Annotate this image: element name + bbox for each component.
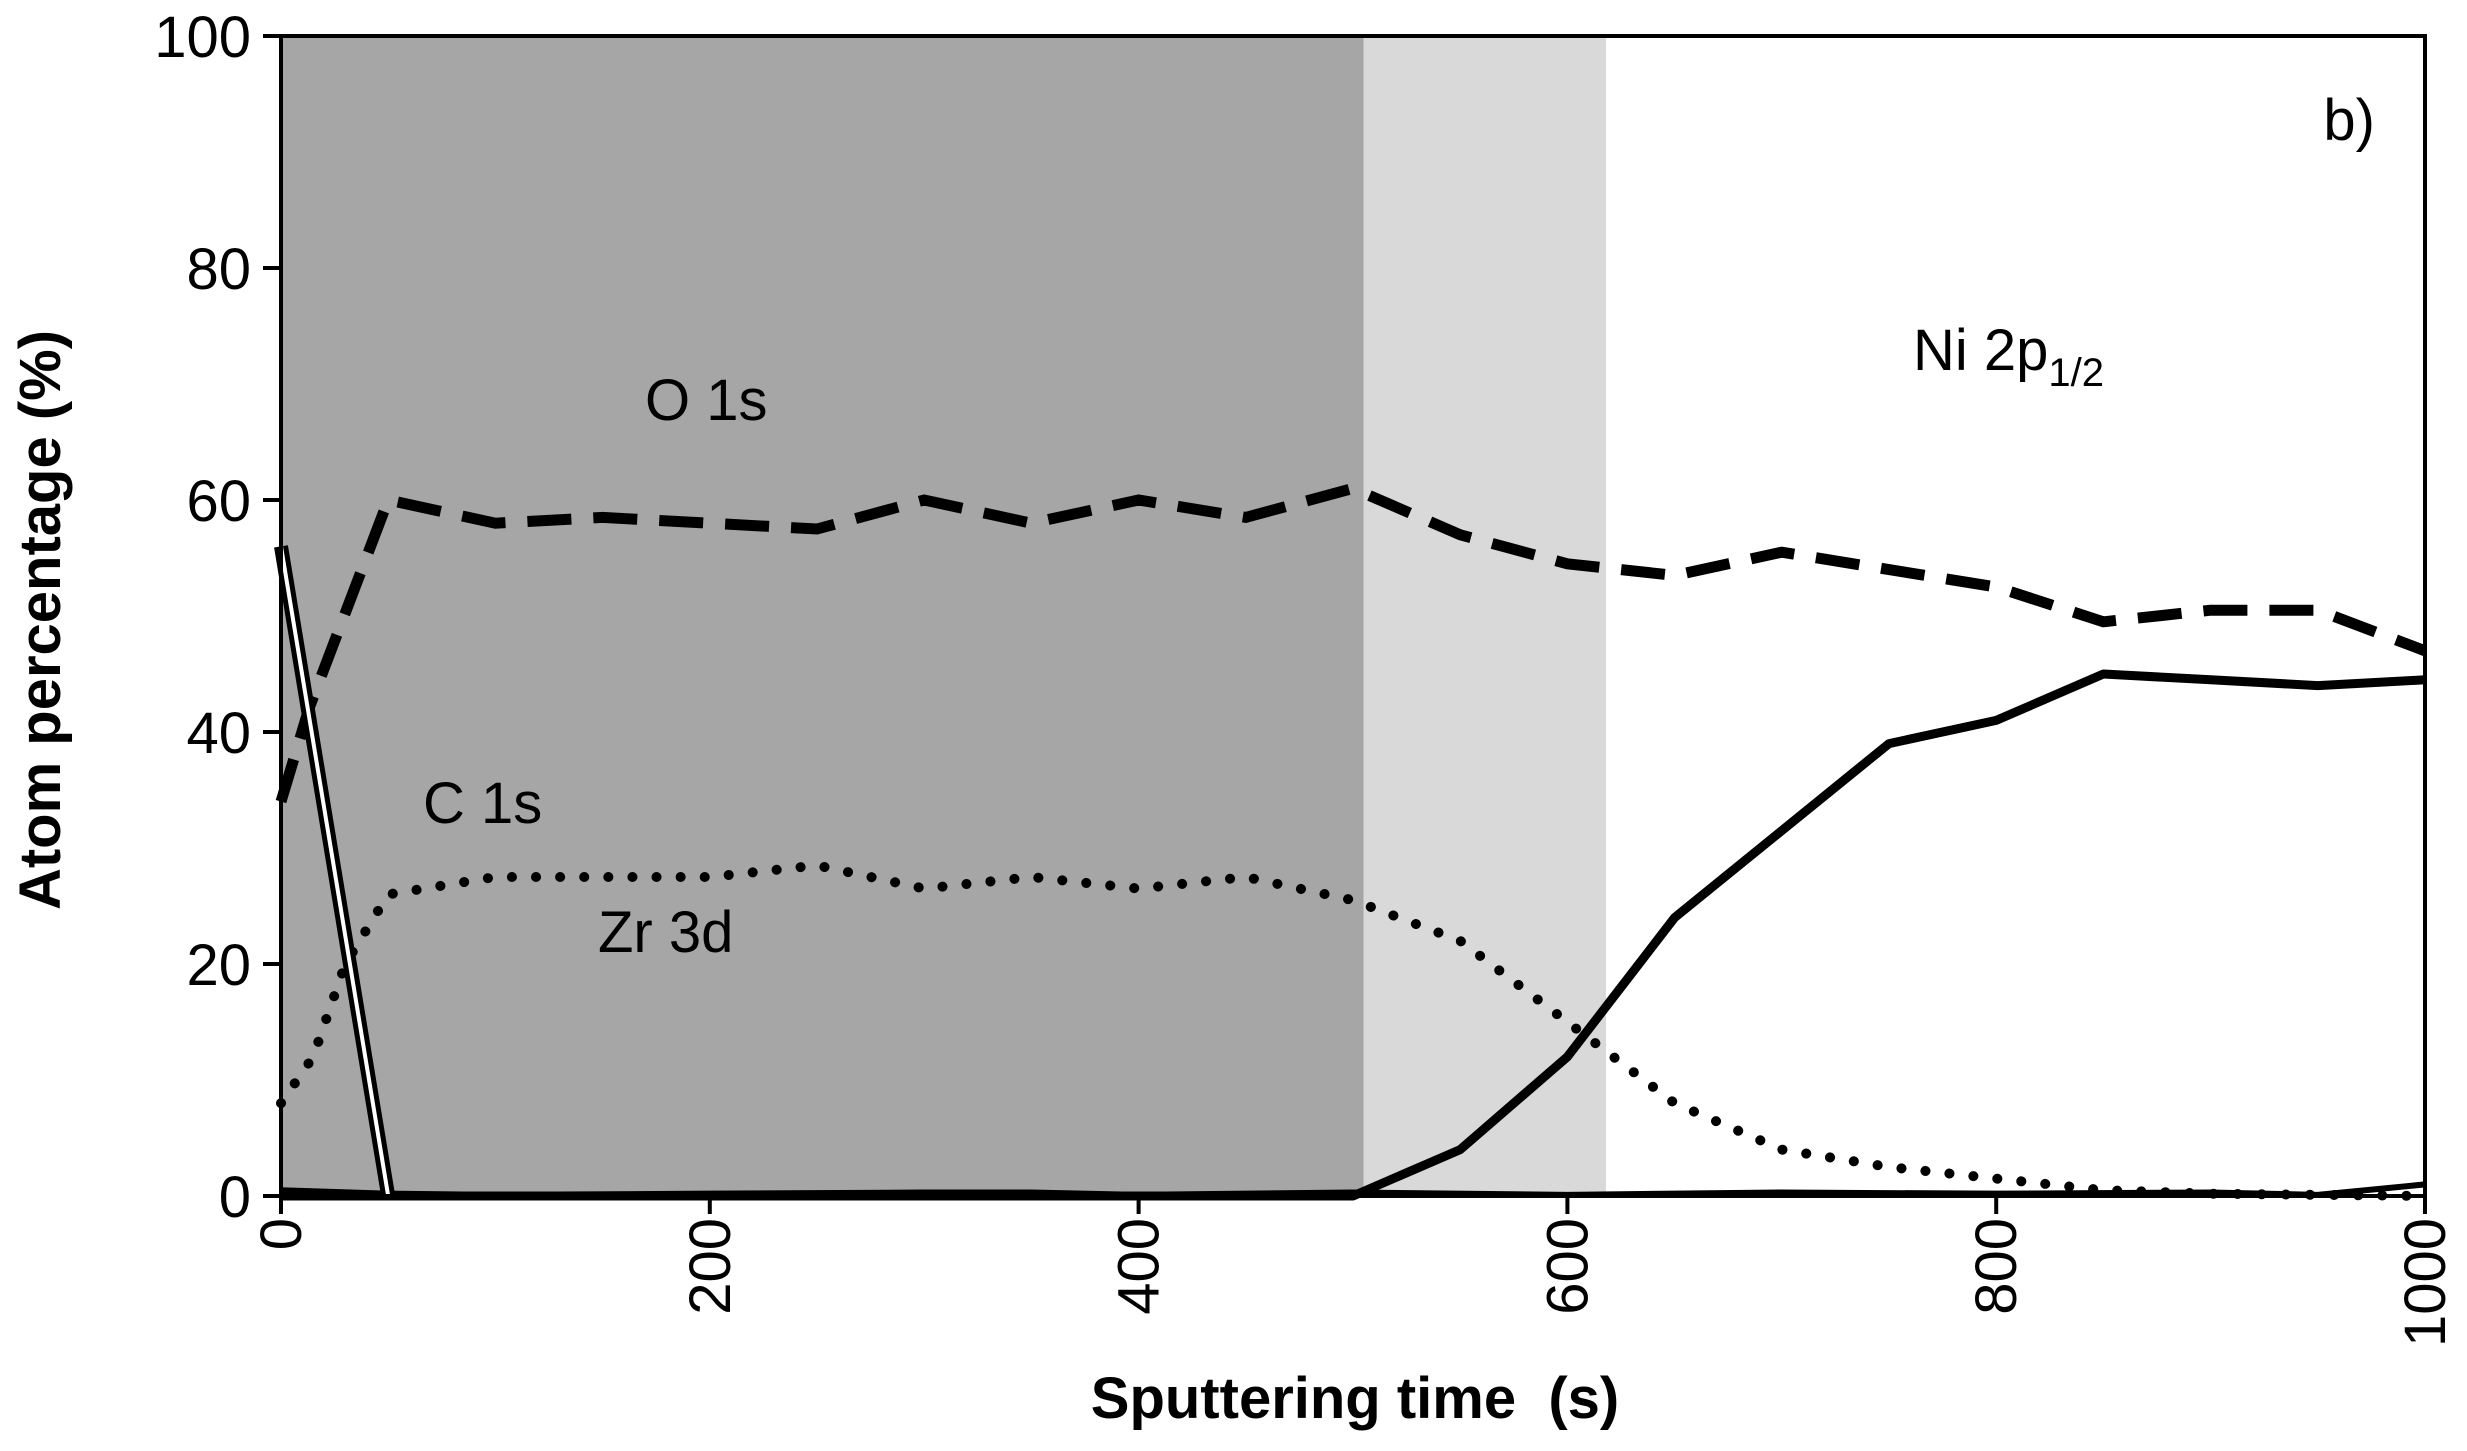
x-axis-title: Sputtering time (s) — [1091, 1366, 1619, 1431]
series-o-1s-line — [275, 482, 2427, 804]
ni-2p-subscript: 1/2 — [2048, 351, 2104, 395]
light-region — [1363, 36, 1606, 1196]
y-tick-label: 80 — [186, 237, 251, 302]
y-tick-label: 40 — [186, 701, 251, 766]
ni-2p-label: Ni 2p1/2 — [1913, 318, 2104, 395]
c1s-label: C 1s — [423, 771, 542, 836]
y-tick-label: 0 — [219, 1165, 251, 1230]
y-tick-label: 60 — [186, 469, 251, 534]
x-tick-label: 600 — [1535, 1218, 1600, 1315]
plot-frame — [279, 34, 2427, 1198]
y-tick-label: 100 — [154, 5, 251, 70]
ni-2p-main: Ni 2p — [1913, 318, 2048, 383]
x-tick-label: 400 — [1107, 1218, 1172, 1315]
y-tick-label: 20 — [186, 933, 251, 998]
dark-region — [281, 36, 1364, 1196]
series-c-1s-line-inner — [279, 546, 391, 1197]
x-tick-label: 800 — [1964, 1218, 2029, 1315]
shaded-regions — [281, 36, 1606, 1196]
series-zr-3d-line — [276, 860, 2430, 1201]
x-tick-label: 1000 — [2393, 1218, 2458, 1347]
panel-label: b) — [2323, 88, 2375, 153]
o1s-label: O 1s — [645, 368, 768, 433]
x-tick-label: 200 — [678, 1218, 743, 1315]
zr3d-label: Zr 3d — [598, 900, 733, 965]
plot-border — [279, 34, 2427, 1198]
x-tick-label: 0 — [249, 1218, 314, 1250]
y-axis-title: Atom percentage (%) — [8, 330, 73, 910]
